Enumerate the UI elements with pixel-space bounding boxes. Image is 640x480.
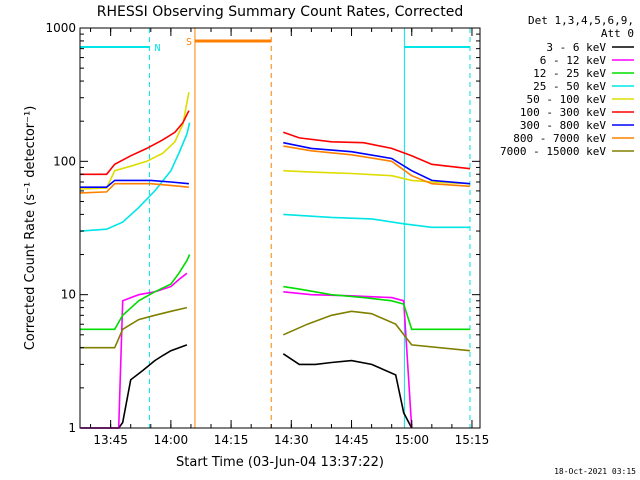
plot-frame [79, 27, 481, 429]
legend-entry-label: 800 - 7000 keV [513, 132, 606, 145]
series-line-6 [80, 110, 471, 176]
legend-entry-label: 25 - 50 keV [533, 80, 606, 93]
series-line-3 [80, 254, 470, 331]
saa-marker-label: S [186, 37, 192, 48]
series-line-5 [80, 92, 471, 190]
x-tick-label: 14:30 [274, 433, 309, 447]
series-lines [80, 92, 471, 429]
series-line-7 [80, 141, 471, 188]
series-line-4 [80, 122, 470, 232]
y-tick-label: 10 [61, 288, 76, 302]
series-line-1 [80, 344, 413, 429]
observing-markers: NS [79, 28, 471, 428]
x-tick-label: 15:15 [455, 433, 490, 447]
series-line-9 [80, 306, 471, 352]
x-tick-label: 14:00 [154, 433, 189, 447]
x-tick-label: 13:45 [93, 433, 128, 447]
chart-title: RHESSI Observing Summary Count Rates, Co… [97, 4, 463, 20]
legend-entry-label: 50 - 100 keV [527, 93, 607, 106]
x-tick-label: 14:45 [334, 433, 369, 447]
legend-entry-label: 3 - 6 keV [546, 41, 606, 54]
x-tick-label: 14:15 [214, 433, 249, 447]
legend-entry-label: 300 - 800 keV [520, 119, 606, 132]
x-axis-label: Start Time (03-Jun-04 13:37:22) [176, 455, 384, 470]
generated-timestamp: 18-Oct-2021 03:15 [554, 467, 636, 476]
legend-header-line-1: Det 1,3,4,5,6,9, [528, 14, 634, 27]
legend-entry-label: 12 - 25 keV [533, 67, 606, 80]
night-marker-label: N [154, 43, 160, 54]
legend-entry-label: 100 - 300 keV [520, 106, 606, 119]
series-line-8 [80, 145, 471, 194]
y-tick-label: 1 [68, 421, 76, 435]
y-axis-label: Corrected Count Rate (s⁻¹ detector⁻¹) [23, 106, 38, 351]
y-tick-label: 1000 [45, 21, 76, 35]
x-axis: 13:45 14:00 14:15 14:30 14:45 15:00 15:15 [90, 28, 490, 447]
y-axis: 1 10 100 1000 [45, 21, 480, 435]
series-line-2 [80, 272, 413, 429]
legend-entry-label: 6 - 12 keV [540, 54, 607, 67]
legend-entry-label: 7000 - 15000 keV [500, 145, 606, 158]
x-tick-label: 15:00 [394, 433, 429, 447]
y-tick-label: 100 [53, 154, 76, 168]
legend-header-line-2: Att 0 [601, 27, 634, 40]
